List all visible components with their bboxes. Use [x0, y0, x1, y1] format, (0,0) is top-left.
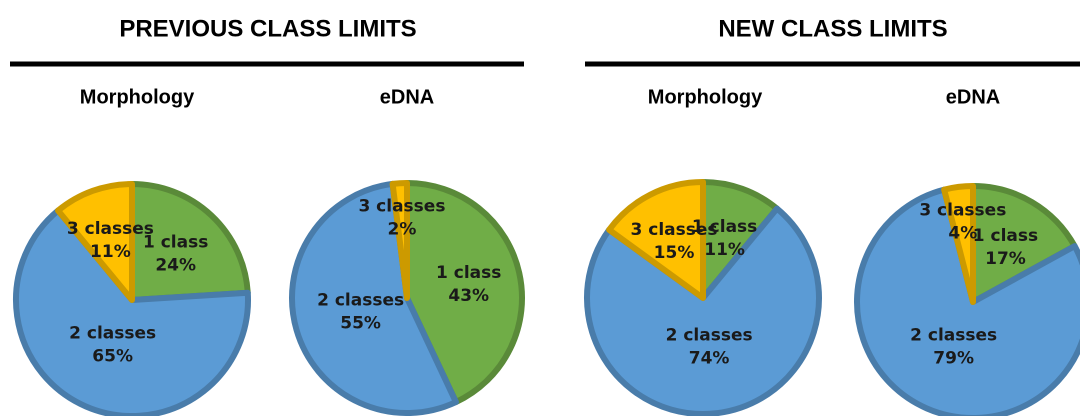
slice-value: 65% [92, 347, 133, 367]
slice-label: 1 class [436, 263, 501, 283]
pie-slice [941, 183, 976, 305]
slice-label: 2 classes [910, 326, 997, 346]
pie-slice [289, 180, 459, 416]
slice-label: 3 classes [358, 197, 445, 217]
group-header: PREVIOUS CLASS LIMITS [119, 15, 416, 42]
pie-slice [129, 181, 251, 303]
pie-slice [404, 180, 525, 406]
slice-label: 1 class [143, 232, 208, 252]
slice-label: 1 class [692, 217, 757, 237]
pie-slice [584, 205, 822, 416]
slice-label: 3 classes [919, 200, 1006, 220]
pie-slice [606, 179, 706, 301]
slice-value: 17% [985, 249, 1026, 269]
slice-label: 3 classes [631, 220, 718, 240]
pie-slice [854, 186, 1080, 416]
slice-value: 2% [388, 220, 417, 240]
group-header: NEW CLASS LIMITS [718, 15, 947, 42]
pie-slice [55, 181, 135, 303]
slice-value: 43% [448, 286, 489, 306]
slice-value: 79% [933, 349, 974, 369]
slice-label: 2 classes [317, 290, 404, 310]
slice-label: 1 class [973, 226, 1038, 246]
slice-label: 2 classes [666, 325, 753, 345]
chart-title: Morphology [648, 86, 763, 108]
slice-label: 2 classes [69, 324, 156, 344]
slice-value: 15% [654, 243, 695, 263]
chart-title: eDNA [380, 86, 434, 108]
slice-value: 11% [90, 242, 131, 262]
pie-slice [970, 183, 1078, 305]
slice-label: 3 classes [67, 219, 154, 239]
pie-slice [13, 207, 251, 416]
slice-value: 24% [155, 255, 196, 275]
slice-value: 55% [340, 313, 381, 333]
slice-value: 4% [948, 223, 977, 243]
pie-slice [389, 180, 410, 301]
chart-title: eDNA [946, 86, 1000, 108]
slice-value: 11% [704, 240, 745, 260]
chart-title: Morphology [80, 86, 195, 108]
slice-value: 74% [689, 348, 730, 368]
